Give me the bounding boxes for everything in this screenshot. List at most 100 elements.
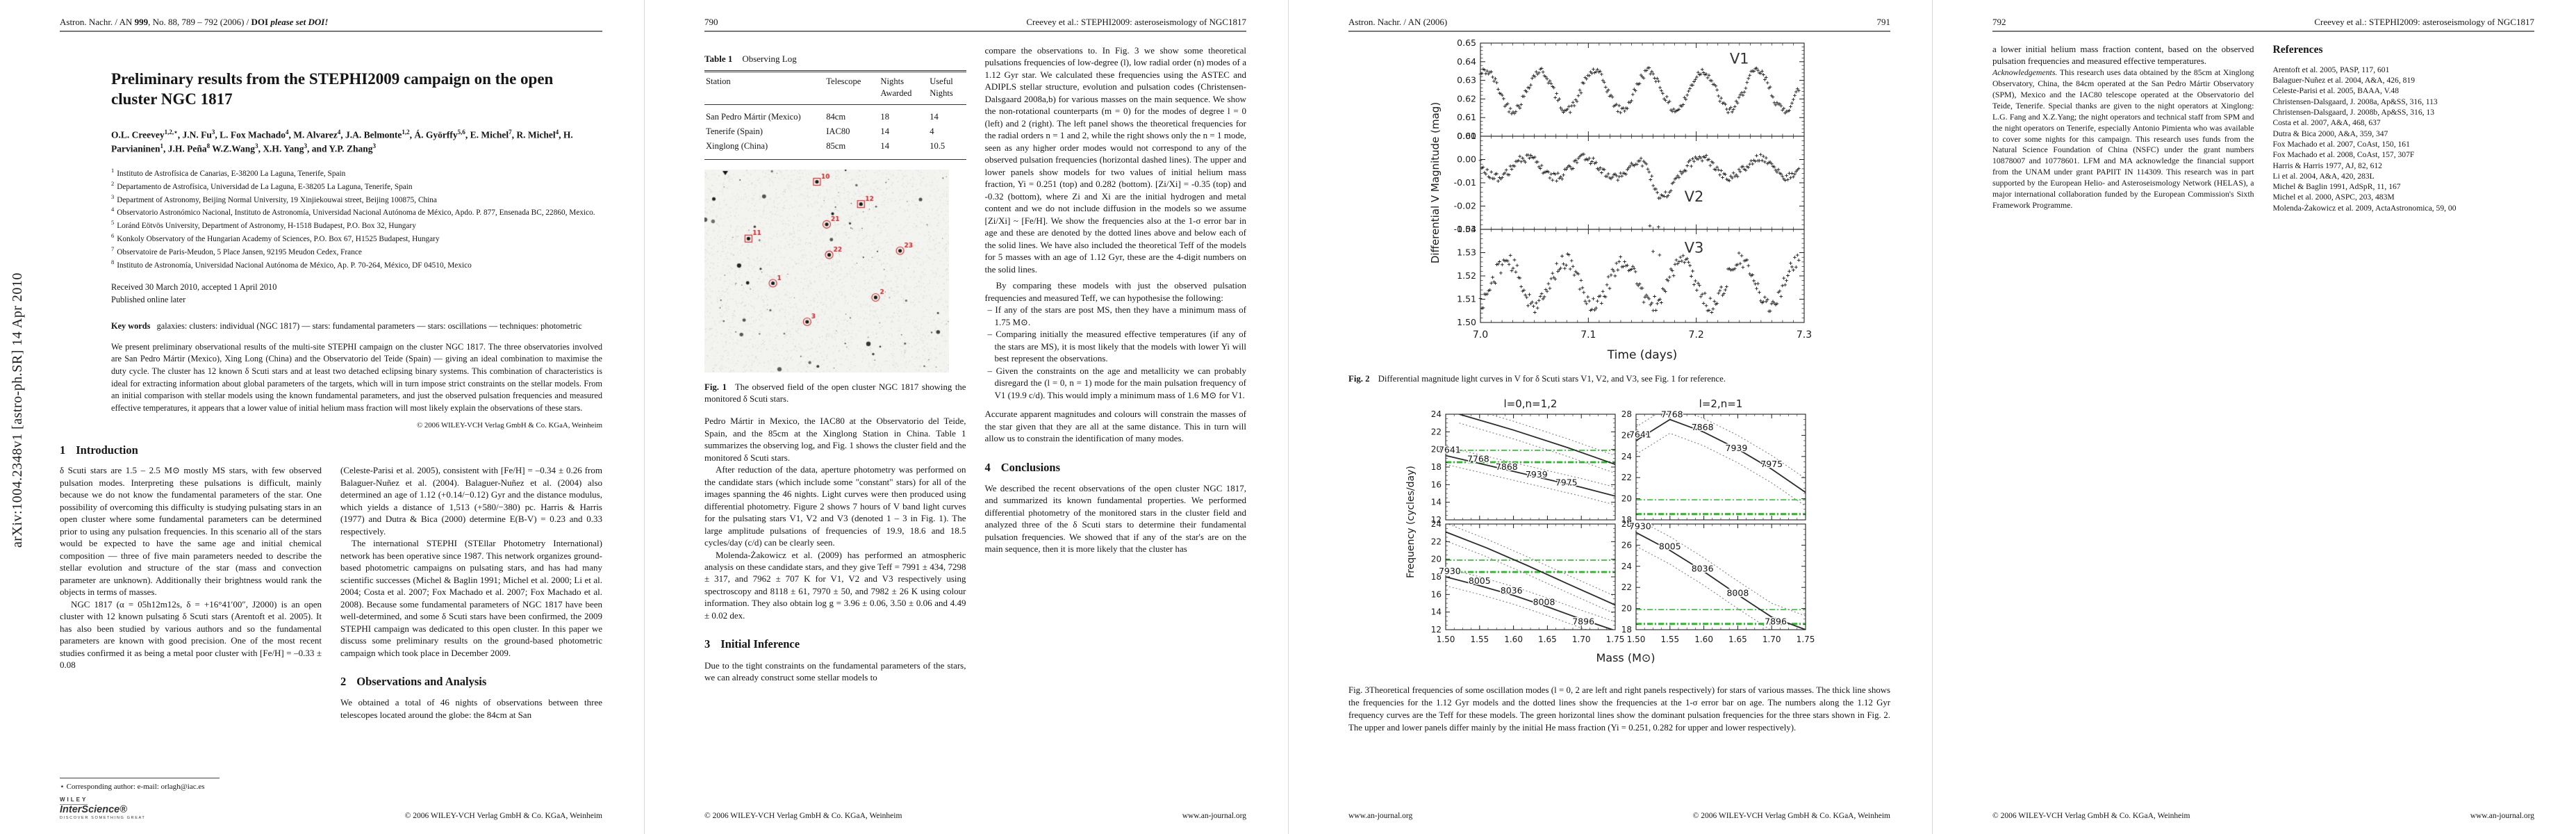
keywords-text: galaxies: clusters: individual (NGC 1817… <box>156 321 582 332</box>
table-column-header: Useful Nights <box>928 71 966 106</box>
svg-text:7768: 7768 <box>1661 409 1683 420</box>
author-list: O.L. Creevey1,2,⋆, J.N. Fu3, L. Fox Mach… <box>111 128 573 154</box>
interscience-logo: WILEY InterScience® DISCOVER SOMETHING G… <box>60 796 146 820</box>
affiliation: 2 Departamento de Astrofísica, Universida… <box>111 179 413 191</box>
svg-text:24: 24 <box>1621 452 1632 461</box>
affiliation: 3 Department of Astronomy, Beijing Normal… <box>111 193 437 204</box>
page2-left-column: Table 1 Observing Log Station Telescope Nig… <box>704 40 966 684</box>
list-item: – Comparing initially the measured effec… <box>987 329 1247 364</box>
svg-text:-0.01: -0.01 <box>1454 177 1476 188</box>
author-name: Á. Györffy <box>414 129 458 140</box>
affiliation: 4 Observatorio Astronómico Nacional, Inst… <box>111 206 595 218</box>
svg-text:18: 18 <box>1431 572 1442 582</box>
svg-text:14: 14 <box>1431 607 1442 617</box>
svg-text:1.60: 1.60 <box>1694 635 1713 644</box>
section-2-heading: 2 Observations and Analysis <box>340 675 487 689</box>
svg-text:Mass (M⊙): Mass (M⊙) <box>1596 651 1655 664</box>
svg-text:20: 20 <box>1621 604 1632 614</box>
paragraph: The international STEPHI (STEllar Photom… <box>340 538 602 658</box>
page-791: Astron. Nachr. / AN (2006) 791 0.60 0.61 0… <box>1288 0 1932 834</box>
svg-text:7.1: 7.1 <box>1580 329 1596 341</box>
footer-copyright: © 2006 WILEY-VCH Verlag GmbH & Co. KGaA,… <box>404 812 602 820</box>
intro-right-column: (Celeste-Parisi et al. 2005), consistent… <box>340 464 602 721</box>
affiliation: 7 Observatoire de Paris-Meudon, 5 Place J… <box>111 245 362 256</box>
figure2-caption: Fig. 2 Differential magnitude light curve… <box>1348 374 1726 384</box>
svg-text:22: 22 <box>1621 582 1632 592</box>
paragraph: Accurate apparent magnitudes and colours… <box>984 409 1247 444</box>
svg-text:l=0,n=1,2: l=0,n=1,2 <box>1504 398 1558 410</box>
intro-left-column: δ Scuti stars are 1.5 – 2.5 M⊙ mostly MS… <box>60 464 322 721</box>
intro-columns: δ Scuti stars are 1.5 – 2.5 M⊙ mostly MS… <box>60 464 602 721</box>
footer-url: www.an-journal.org <box>2470 812 2534 820</box>
svg-text:20: 20 <box>1621 494 1632 504</box>
page4-right-column: References Arentoft et al. 2005, PASP, 1… <box>2273 43 2535 213</box>
reference-list: Arentoft et al. 2005, PASP, 117, 601 Bala… <box>2273 65 2535 213</box>
svg-text:Differential V Magnitude (mag): Differential V Magnitude (mag) <box>1429 102 1442 263</box>
page4-left-column: a lower initial helium mass fraction con… <box>1992 43 2254 213</box>
paragraph: δ Scuti stars are 1.5 – 2.5 M⊙ mostly MS… <box>60 465 322 598</box>
author-name: L. Fox Machado <box>220 129 286 140</box>
svg-text:22: 22 <box>1431 427 1442 437</box>
page-header: Astron. Nachr. / AN 999, No. 88, 789 – 7… <box>60 17 602 32</box>
running-title: Creevey et al.: STEPHI2009: asteroseismo… <box>1026 17 1246 27</box>
arxiv-stamp: arXiv:1004.2348v1 [astro-ph.SR] 14 Apr 2… <box>10 272 25 548</box>
table-column-header: Telescope <box>825 71 880 106</box>
author-name: O.L. Creevey <box>111 129 165 140</box>
copyright-line: © 2006 WILEY-VCH Verlag GmbH & Co. KGaA,… <box>416 421 602 430</box>
author-name: E. Michel <box>470 129 509 140</box>
paragraph: Pedro Mártir in Mexico, the IAC80 at the… <box>704 416 966 463</box>
footer-url: www.an-journal.org <box>1348 812 1413 820</box>
svg-text:20: 20 <box>1431 445 1442 455</box>
svg-text:7641: 7641 <box>1629 430 1651 440</box>
svg-text:7868: 7868 <box>1496 461 1518 472</box>
page-footer: www.an-journal.org © 2006 WILEY-VCH Verl… <box>1348 812 1890 820</box>
svg-text:7975: 7975 <box>1760 459 1783 469</box>
svg-text:18: 18 <box>1621 515 1632 525</box>
affiliation: 6 Konkoly Observatory of the Hungarian Ac… <box>111 231 440 243</box>
reference-entry: Balaguer-Nuñez et al. 2004, A&A, 426, 81… <box>2272 76 2416 85</box>
page-number: 790 <box>704 17 718 27</box>
page-792: 792 Creevey et al.: STEPHI2009: asterose… <box>1932 0 2576 834</box>
table-cell: 85cm <box>826 141 846 152</box>
author-name: W.Z.Wang <box>212 143 256 154</box>
table-cell: 14 <box>880 141 890 152</box>
light-curves-plot: 0.60 0.61 0.62 0.63 0.64 0.65 V1 -0.03 -0.02 -0.0… <box>1429 38 1812 362</box>
figure3-frequency-plots: 12 14 16 18 20 22 24 7641 7768 7868 7939 7975 l=0,n=… <box>1348 396 1890 678</box>
paragraph: Due to the tight constraints on the fund… <box>704 660 966 683</box>
author-name: M. Alvarez <box>293 129 338 140</box>
footer-copyright: © 2006 WILEY-VCH Verlag GmbH & Co. KGaA,… <box>704 812 902 820</box>
page-footer: © 2006 WILEY-VCH Verlag GmbH & Co. KGaA,… <box>1992 812 2534 820</box>
table1-caption: Table 1 Observing Log <box>704 54 797 64</box>
paragraph: a lower initial helium mass fraction con… <box>1992 44 2254 67</box>
paragraph: (Celeste-Parisi et al. 2005), consistent… <box>340 465 602 537</box>
hypothesis-list: – If any of the stars are post MS, then … <box>985 304 1247 401</box>
svg-text:7868: 7868 <box>1692 422 1714 432</box>
svg-text:12: 12 <box>1431 515 1442 525</box>
svg-text:26: 26 <box>1621 541 1632 550</box>
table-column-header: Nights Awarded <box>879 71 929 106</box>
svg-text:8005: 8005 <box>1659 541 1681 552</box>
svg-text:7975: 7975 <box>1555 477 1578 488</box>
page-header: 790 Creevey et al.: STEPHI2009: asterose… <box>704 17 1246 32</box>
affiliation: 5 Loránd Eötvös University, Department of… <box>111 219 416 230</box>
svg-text:1.75: 1.75 <box>1606 635 1625 644</box>
table-cell: 84cm <box>826 112 846 122</box>
svg-text:12: 12 <box>1431 625 1442 635</box>
page-footer: WILEY InterScience® DISCOVER SOMETHING G… <box>60 795 602 820</box>
reference-entry: Dutra & Bica 2000, A&A, 359, 347 <box>2272 129 2388 138</box>
svg-text:7896: 7896 <box>1572 616 1594 627</box>
footer-copyright: © 2006 WILEY-VCH Verlag GmbH & Co. KGaA,… <box>1692 812 1890 820</box>
reference-entry: Fox Machado et al. 2007, CoAst, 150, 161 <box>2272 139 2410 149</box>
svg-text:0.01: 0.01 <box>1457 131 1476 141</box>
abstract: We present preliminary observational res… <box>111 341 602 413</box>
svg-text:16: 16 <box>1431 590 1442 600</box>
reference-entry: Celeste-Parisi et al. 2005, BAAA, V.48 <box>2272 86 2400 96</box>
svg-text:7.3: 7.3 <box>1797 329 1812 341</box>
svg-text:24: 24 <box>1431 409 1442 419</box>
figure1-caption: Fig. 1 The observed field of the open clu… <box>704 382 966 404</box>
section-4-heading: 4 Conclusions <box>984 460 1061 474</box>
figure1-star-field <box>704 170 966 375</box>
svg-text:0.60: 0.60 <box>1457 131 1476 141</box>
paragraph: NGC 1817 (α = 05h12m12s, δ = +16°41′00″,… <box>60 598 322 671</box>
